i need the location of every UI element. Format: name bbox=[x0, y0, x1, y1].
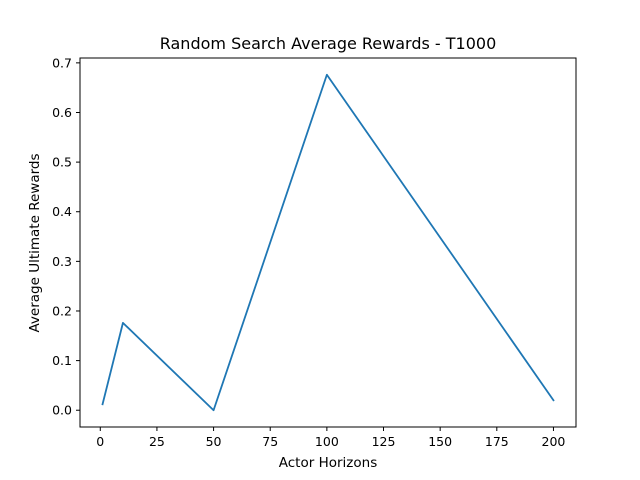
y-tick-label: 0.5 bbox=[52, 155, 72, 170]
x-axis-title: Actor Horizons bbox=[279, 455, 377, 471]
x-tick-label: 125 bbox=[372, 434, 396, 449]
y-tick-label: 0.2 bbox=[52, 303, 72, 318]
x-tick-label: 200 bbox=[542, 434, 566, 449]
plot-area: 0 25 50 75 100 125 150 175 200 0.0 0.1 0.2 0.3 0.4 0.5… bbox=[52, 55, 577, 449]
series-line bbox=[101, 73, 555, 412]
y-tick-label: 0.1 bbox=[52, 353, 72, 368]
x-tick-label: 100 bbox=[315, 434, 339, 449]
y-axis-title: Average Ultimate Rewards bbox=[27, 153, 43, 332]
x-tick-label: 25 bbox=[149, 434, 165, 449]
x-tick-label: 0 bbox=[96, 434, 104, 449]
y-tick-label: 0.4 bbox=[52, 204, 72, 219]
chart-title: Random Search Average Rewards - T1000 bbox=[160, 34, 497, 53]
y-tick-label: 0.3 bbox=[52, 254, 72, 269]
y-tick-label: 0.0 bbox=[52, 403, 72, 418]
x-tick-label: 50 bbox=[206, 434, 222, 449]
x-tick-label: 175 bbox=[485, 434, 509, 449]
plot-frame bbox=[79, 57, 577, 428]
x-tick-label: 75 bbox=[262, 434, 278, 449]
x-tick-label: 150 bbox=[428, 434, 452, 449]
y-tick-label: 0.6 bbox=[52, 105, 72, 120]
y-tick-label: 0.7 bbox=[52, 55, 72, 70]
